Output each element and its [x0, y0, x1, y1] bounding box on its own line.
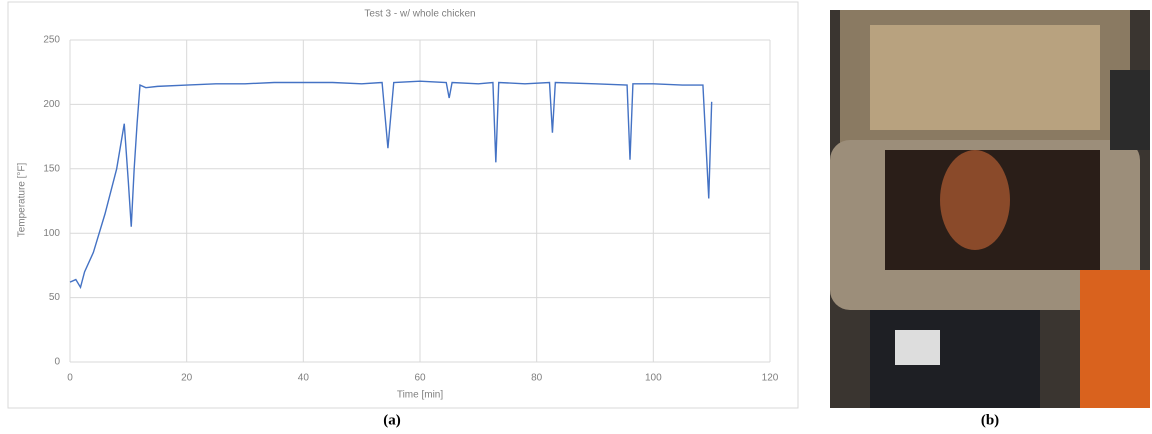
- chart-frame: [7, 1, 799, 409]
- data-line: [69, 80, 713, 290]
- y-tick-label: 100: [43, 228, 60, 239]
- x-tick-label: 0: [67, 373, 73, 384]
- y-tick-label: 150: [43, 163, 60, 174]
- y-tick-label: 50: [49, 292, 61, 303]
- caption: (a): [383, 412, 401, 428]
- x-tick-label: 60: [414, 373, 426, 384]
- y-axis-label: Temperature [°F]: [17, 162, 28, 237]
- y-tick-label: 0: [54, 357, 60, 368]
- y-tick-label: 200: [43, 99, 60, 110]
- y-tick-label: 250: [43, 35, 60, 46]
- caption: (b): [981, 412, 999, 428]
- x-axis-label: Time [min]: [397, 390, 444, 401]
- photo: [830, 10, 1150, 408]
- x-tick-label: 40: [298, 373, 310, 384]
- x-tick-label: 120: [762, 373, 779, 384]
- x-tick-label: 80: [531, 373, 543, 384]
- chart-title: Test 3 - w/ whole chicken: [364, 9, 475, 20]
- x-tick-label: 100: [645, 373, 662, 384]
- x-tick-label: 20: [181, 373, 193, 384]
